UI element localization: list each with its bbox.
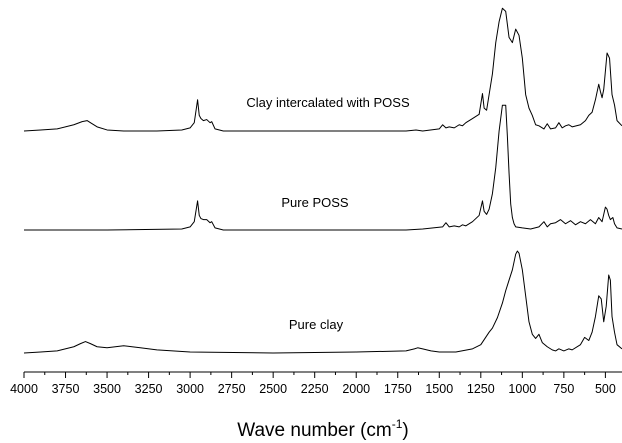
spectrum-line-clay-intercalated-with-poss (23, 7, 622, 132)
x-tick-label: 3750 (52, 382, 80, 396)
x-axis-title-superscript: -1 (392, 417, 403, 431)
x-axis-ticks: 4000 3750 3500 3250 3000 2750 2500 2250 2000 1750… (10, 372, 616, 396)
x-tick-label: 3250 (135, 382, 163, 396)
x-tick-label: 2250 (301, 382, 329, 396)
x-tick-label: 2000 (342, 382, 370, 396)
x-tick-label: 1750 (384, 382, 412, 396)
x-tick-label: 2750 (218, 382, 246, 396)
x-tick-label: 4000 (10, 382, 38, 396)
x-tick-label: 1000 (508, 382, 536, 396)
series-label-pure-poss: Pure POSS (281, 195, 349, 210)
x-tick-label: 3500 (93, 382, 121, 396)
x-tick-label: 2500 (259, 382, 287, 396)
series-label-pure-clay: Pure clay (289, 317, 344, 332)
x-axis-title-main: Wave number (cm (237, 420, 392, 441)
x-tick-label: 3000 (176, 382, 204, 396)
x-tick-label: 500 (595, 382, 616, 396)
x-tick-label: 750 (553, 382, 574, 396)
x-tick-label: 1500 (425, 382, 453, 396)
spectrum-line-pure-poss (24, 104, 622, 231)
series-label-clay-intercalated-with-poss: Clay intercalated with POSS (246, 95, 410, 110)
spectrum-series-group (23, 7, 622, 354)
spectrum-line-pure-clay (23, 250, 622, 354)
x-axis-title: Wave number (cm-1) (237, 417, 409, 441)
x-tick-label: 1250 (467, 382, 495, 396)
x-axis-title-close: ) (402, 420, 408, 441)
